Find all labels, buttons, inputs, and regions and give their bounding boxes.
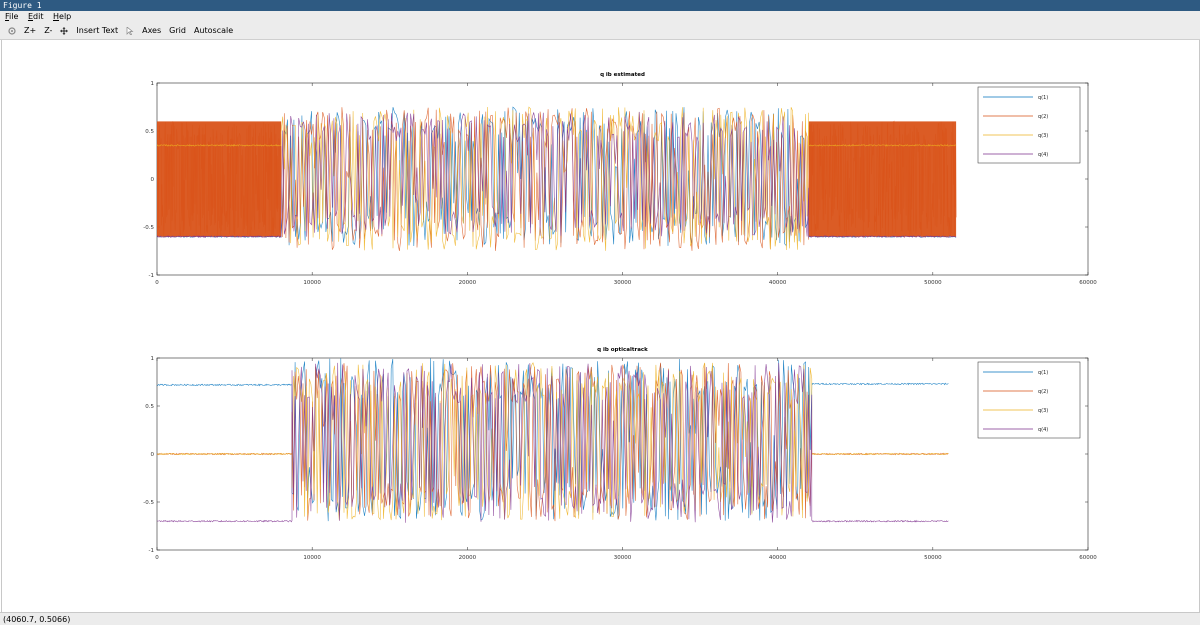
zoom-in-button[interactable]: Z+	[24, 26, 37, 35]
series-line-q4	[157, 111, 957, 239]
y-tick-label: 1	[151, 81, 155, 87]
menu-file[interactable]: File	[5, 12, 19, 21]
x-tick-label: 30000	[614, 555, 632, 561]
x-tick-label: 60000	[1079, 280, 1097, 286]
x-tick-label: 20000	[459, 280, 477, 286]
legend-label-q2: q(2)	[1038, 114, 1048, 120]
legend-box	[977, 361, 1081, 439]
menu-bar: File Edit Help	[0, 11, 1200, 22]
x-tick-label: 0	[155, 280, 159, 286]
legend-label-q3: q(3)	[1038, 408, 1048, 414]
figure-canvas[interactable]: q ib estimated 0 10000 20000 30000 40000 50000…	[1, 40, 1200, 612]
x-tick-label: 50000	[924, 280, 942, 286]
menu-edit[interactable]: Edit	[27, 12, 44, 21]
chart-title: q ib opticaltrack	[597, 347, 648, 353]
y-tick-label: -1	[149, 548, 154, 554]
axes-2: q ib opticaltrack 0 10000 20000 30000 40000 50…	[143, 347, 1097, 561]
rotate-button[interactable]	[8, 22, 16, 39]
legend-label-q1: q(1)	[1038, 95, 1048, 101]
y-tick-label: 0	[151, 177, 155, 183]
y-tick-label: -1	[149, 273, 154, 279]
window-title: Figure 1	[0, 0, 1200, 11]
y-tick-label: -0.5	[143, 500, 154, 506]
x-tick-label: 50000	[924, 555, 942, 561]
chart-title: q ib estimated	[600, 72, 645, 78]
legend-label-q3: q(3)	[1038, 133, 1048, 139]
legend-label-q1: q(1)	[1038, 370, 1048, 376]
x-tick-label: 20000	[459, 555, 477, 561]
y-tick-label: -0.5	[143, 225, 154, 231]
toolbar: Z+ Z- Insert Text Axes Grid Autoscale	[0, 22, 1200, 40]
series-line-q3	[157, 106, 957, 251]
rotate-icon	[8, 26, 16, 35]
cursor-coordinates: (4060.7, 0.5066)	[3, 615, 71, 624]
legend-label-q4: q(4)	[1038, 152, 1048, 158]
pan-button[interactable]	[60, 22, 69, 39]
figure-svg: q ib estimated 0 10000 20000 30000 40000 50000…	[143, 72, 1097, 561]
series-band-q2	[808, 121, 957, 237]
x-tick-label: 40000	[769, 555, 787, 561]
cursor-icon	[126, 26, 134, 35]
legend-box	[977, 86, 1081, 164]
series-line-q3	[157, 362, 949, 521]
grid-button[interactable]: Grid	[169, 26, 186, 35]
x-tick-label: 10000	[303, 555, 321, 561]
status-bar: (4060.7, 0.5066)	[0, 612, 1200, 625]
insert-text-button[interactable]: Insert Text	[76, 26, 119, 35]
autoscale-button[interactable]: Autoscale	[193, 26, 234, 35]
legend: q(1) q(2) q(3) q(4)	[977, 86, 1081, 164]
y-tick-label: 1	[151, 356, 155, 362]
x-tick-label: 10000	[303, 280, 321, 286]
x-tick-label: 30000	[614, 280, 632, 286]
series-band-q2	[157, 121, 282, 237]
menu-help[interactable]: Help	[53, 12, 72, 21]
legend: q(1) q(2) q(3) q(4)	[977, 361, 1081, 439]
y-tick-label: 0	[151, 452, 155, 458]
y-tick-label: 0.5	[145, 404, 154, 410]
legend-label-q2: q(2)	[1038, 389, 1048, 395]
select-button[interactable]	[126, 22, 134, 39]
series-line-q4	[157, 362, 949, 523]
legend-label-q4: q(4)	[1038, 427, 1048, 433]
zoom-out-button[interactable]: Z-	[44, 26, 53, 35]
axes-1: q ib estimated 0 10000 20000 30000 40000 50000…	[143, 72, 1097, 286]
x-tick-label: 0	[155, 555, 159, 561]
x-tick-label: 40000	[769, 280, 787, 286]
axes-button[interactable]: Axes	[142, 26, 162, 35]
y-tick-label: 0.5	[145, 129, 154, 135]
pan-icon	[60, 26, 69, 35]
x-tick-label: 60000	[1079, 555, 1097, 561]
